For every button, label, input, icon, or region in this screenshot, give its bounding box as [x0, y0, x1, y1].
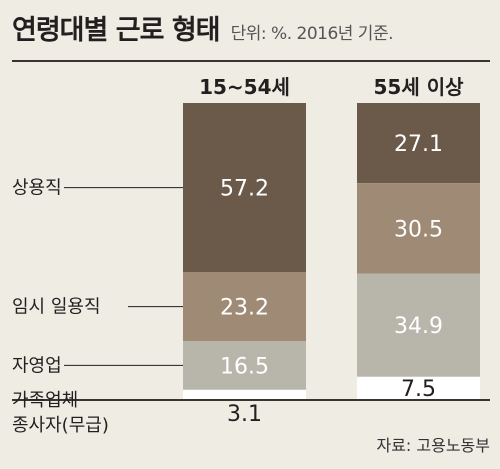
value-label-1-2: 34.9	[394, 314, 443, 339]
category-label-1: 55세 이상	[374, 75, 465, 99]
title-row: 연령대별 근로 형태 단위: %. 2016년 기준.	[12, 8, 394, 47]
baseline-rule	[12, 399, 490, 401]
chart-title: 연령대별 근로 형태	[12, 15, 221, 46]
value-label-1-3: 7.5	[401, 377, 436, 402]
source-note: 자료: 고용노동부	[376, 436, 490, 455]
bar-segment-1-2	[357, 273, 480, 377]
bar-segment-0-0	[183, 103, 306, 273]
value-label-1-1: 30.5	[394, 217, 443, 242]
value-label-0-3: 3.1	[227, 402, 262, 427]
legend-label-1: 임시 일용직	[12, 297, 101, 318]
value-label-0-1: 23.2	[220, 296, 269, 321]
bar-segment-1-1	[357, 183, 480, 274]
legend-label-3-line-0: 가족업체	[12, 390, 78, 411]
category-label-0: 15~54세	[199, 75, 290, 99]
title-rule	[12, 60, 490, 62]
value-label-1-0: 27.1	[394, 132, 443, 157]
bar-segment-0-3	[183, 389, 306, 399]
legend-label-3-line-1: 종사자(무급)	[12, 415, 109, 436]
bar-segment-1-0	[357, 103, 480, 184]
legend-label-2: 자영업	[12, 355, 62, 376]
value-label-0-2: 16.5	[220, 354, 269, 379]
bar-segment-1-3	[357, 376, 480, 399]
bar-segment-0-1	[183, 272, 306, 341]
value-label-0-0: 57.2	[220, 177, 269, 202]
chart-subtitle: 단위: %. 2016년 기준.	[230, 24, 394, 44]
bar-segment-0-2	[183, 340, 306, 390]
legend-label-0: 상용직	[12, 178, 62, 199]
